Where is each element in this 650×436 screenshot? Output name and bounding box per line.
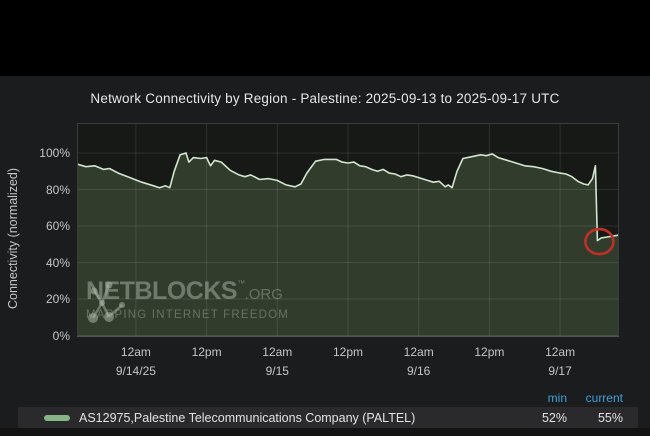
- x-tick-label: 12am 9/15: [262, 345, 293, 378]
- letterbox-top: [0, 0, 650, 76]
- x-tick-label: 12pm: [191, 345, 222, 359]
- legend-header: min current: [18, 390, 638, 405]
- x-tick-label: 12am 9/16: [403, 345, 434, 378]
- chart-panel: Network Connectivity by Region - Palesti…: [0, 76, 650, 436]
- x-tick-label: 12pm: [332, 345, 364, 359]
- y-tick-label: 60%: [45, 219, 70, 233]
- plot-area[interactable]: NETBLOCKS™.ORG MAPPING INTERNET FREEDOM: [77, 123, 619, 337]
- series-min-value: 52%: [541, 410, 567, 425]
- chart-title: Network Connectivity by Region - Palesti…: [90, 91, 560, 106]
- x-tick-label: 12am 9/14/25: [115, 345, 156, 378]
- y-tick-label: 80%: [45, 182, 70, 197]
- y-tick-label: 0%: [52, 328, 70, 343]
- series-color-swatch: [44, 414, 70, 421]
- series-line: [77, 152, 619, 242]
- x-tick-label: 12am 9/17: [545, 345, 576, 378]
- connectivity-chart[interactable]: [77, 123, 619, 337]
- y-tick-label: 100%: [39, 146, 70, 160]
- legend-col-min: min: [547, 390, 567, 405]
- x-tick-label: 12pm: [474, 345, 505, 359]
- series-label: AS12975,Palestine Telecommunications Com…: [79, 410, 416, 425]
- legend-col-current: current: [585, 390, 623, 405]
- outage-highlight-circle: [584, 227, 615, 256]
- y-tick-label: 20%: [45, 292, 70, 306]
- series-current-value: 55%: [597, 410, 623, 425]
- footer-strip: [0, 428, 650, 436]
- y-tick-label: 40%: [45, 255, 70, 270]
- series-area-fill: [77, 153, 619, 337]
- legend-row[interactable]: AS12975,Palestine Telecommunications Com…: [18, 407, 638, 428]
